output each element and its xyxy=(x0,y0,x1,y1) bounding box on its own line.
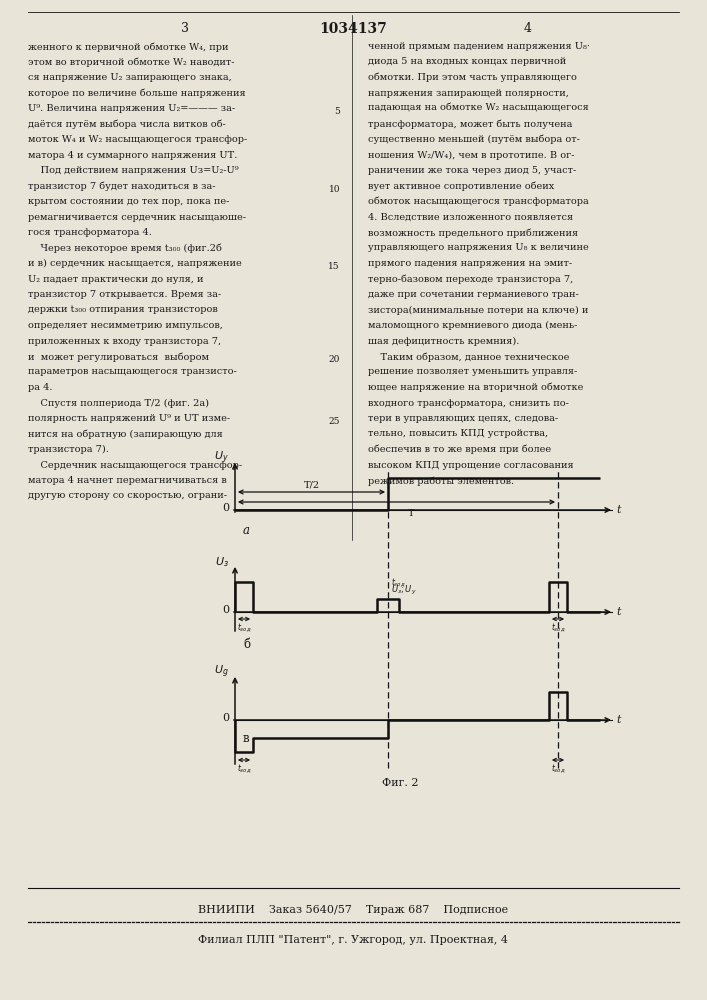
Text: 10: 10 xyxy=(329,185,340,194)
Text: T/2: T/2 xyxy=(303,480,320,489)
Text: $t_{зод}$: $t_{зод}$ xyxy=(237,762,251,775)
Text: определяет несимметрию импульсов,: определяет несимметрию импульсов, xyxy=(28,321,223,330)
Text: обмоток насыщающегося трансформатора: обмоток насыщающегося трансформатора xyxy=(368,197,589,207)
Text: трансформатора, может быть получена: трансформатора, может быть получена xyxy=(368,119,573,129)
Text: 1034137: 1034137 xyxy=(319,22,387,36)
Text: $t_{зод}$: $t_{зод}$ xyxy=(551,621,566,634)
Text: транзистора 7).: транзистора 7). xyxy=(28,445,109,454)
Text: другую сторону со скоростью, ограни-: другую сторону со скоростью, ограни- xyxy=(28,491,227,500)
Text: 4: 4 xyxy=(524,22,532,35)
Text: T: T xyxy=(408,509,415,518)
Text: t: t xyxy=(616,715,621,725)
Text: крытом состоянии до тех пор, пока пе-: крытом состоянии до тех пор, пока пе- xyxy=(28,197,229,206)
Text: ВНИИПИ    Заказ 5640/57    Тираж 687    Подписное: ВНИИПИ Заказ 5640/57 Тираж 687 Подписное xyxy=(198,905,508,915)
Text: падающая на обмотке W₂ насыщающегося: падающая на обмотке W₂ насыщающегося xyxy=(368,104,589,113)
Text: 3: 3 xyxy=(181,22,189,35)
Text: параметров насыщающегося транзисто-: параметров насыщающегося транзисто- xyxy=(28,367,237,376)
Text: Спустя полпериода T/2 (фиг. 2а): Спустя полпериода T/2 (фиг. 2а) xyxy=(28,398,209,408)
Text: даже при сочетании германиевого тран-: даже при сочетании германиевого тран- xyxy=(368,290,579,299)
Text: 25: 25 xyxy=(329,417,340,426)
Text: Под действием напряжения Uз=U₂-U⁹: Под действием напряжения Uз=U₂-U⁹ xyxy=(28,166,239,175)
Text: U⁹. Величина напряжения U₂=——— за-: U⁹. Величина напряжения U₂=——— за- xyxy=(28,104,235,113)
Text: a: a xyxy=(243,524,250,537)
Text: транзистор 7 будет находиться в за-: транзистор 7 будет находиться в за- xyxy=(28,182,216,191)
Text: $U_y$: $U_y$ xyxy=(214,450,229,466)
Text: t: t xyxy=(616,607,621,617)
Text: t: t xyxy=(616,505,621,515)
Text: $U_з; U_y$: $U_з; U_y$ xyxy=(391,584,416,597)
Text: гося трансформатора 4.: гося трансформатора 4. xyxy=(28,228,152,237)
Text: терно-базовом переходе транзистора 7,: терно-базовом переходе транзистора 7, xyxy=(368,274,573,284)
Text: $U_з$: $U_з$ xyxy=(215,555,229,569)
Text: 20: 20 xyxy=(329,355,340,364)
Text: транзистор 7 открывается. Время за-: транзистор 7 открывается. Время за- xyxy=(28,290,221,299)
Text: управляющего напряжения U₈ к величине: управляющего напряжения U₈ к величине xyxy=(368,243,589,252)
Text: моток W₄ и W₂ насыщающегося трансфор-: моток W₄ и W₂ насыщающегося трансфор- xyxy=(28,135,247,144)
Text: раничении же тока через диод 5, участ-: раничении же тока через диод 5, участ- xyxy=(368,166,576,175)
Text: приложенных к входу транзистора 7,: приложенных к входу транзистора 7, xyxy=(28,336,221,346)
Text: держки t₃₀₀ отпирания транзисторов: держки t₃₀₀ отпирания транзисторов xyxy=(28,306,218,314)
Text: и  может регулироваться  выбором: и может регулироваться выбором xyxy=(28,352,209,361)
Text: маломощного кремниевого диода (мень-: маломощного кремниевого диода (мень- xyxy=(368,321,578,330)
Text: Филиал ПЛП "Патент", г. Ужгород, ул. Проектная, 4: Филиал ПЛП "Патент", г. Ужгород, ул. Про… xyxy=(198,935,508,945)
Text: $t_{зод}$: $t_{зод}$ xyxy=(391,576,406,589)
Text: ремагничивается сердечник насыщаюше-: ремагничивается сердечник насыщаюше- xyxy=(28,213,246,222)
Text: Через некоторое время t₃₀₀ (фиг.2б: Через некоторое время t₃₀₀ (фиг.2б xyxy=(28,243,222,253)
Text: 0: 0 xyxy=(222,713,229,723)
Text: $U_g$: $U_g$ xyxy=(214,664,229,680)
Text: Фиг. 2: Фиг. 2 xyxy=(382,778,419,788)
Text: ченной прямым падением напряжения U₈·: ченной прямым падением напряжения U₈· xyxy=(368,42,590,51)
Text: ющее напряжение на вторичной обмотке: ющее напряжение на вторичной обмотке xyxy=(368,383,583,392)
Text: высоком КПД упрощение согласования: высоком КПД упрощение согласования xyxy=(368,460,573,470)
Text: нится на обратную (запирающую для: нится на обратную (запирающую для xyxy=(28,430,223,439)
Text: диода 5 на входных концах первичной: диода 5 на входных концах первичной xyxy=(368,57,566,66)
Text: матора 4 начнет перемагничиваться в: матора 4 начнет перемагничиваться в xyxy=(28,476,227,485)
Text: решение позволяет уменьшить управля-: решение позволяет уменьшить управля- xyxy=(368,367,577,376)
Text: напряжения запирающей полярности,: напряжения запирающей полярности, xyxy=(368,89,569,98)
Text: Таким образом, данное техническое: Таким образом, данное техническое xyxy=(368,352,569,361)
Text: $t_{зод}$: $t_{зод}$ xyxy=(551,762,566,775)
Text: в: в xyxy=(243,732,250,745)
Text: режимов работы элементов.: режимов работы элементов. xyxy=(368,476,514,486)
Text: вует активное сопротивление обеих: вует активное сопротивление обеих xyxy=(368,182,554,191)
Text: U₂ падает практически до нуля, и: U₂ падает практически до нуля, и xyxy=(28,274,204,284)
Text: ношения W₂/W₄), чем в прототипе. В ог-: ношения W₂/W₄), чем в прототипе. В ог- xyxy=(368,150,575,160)
Text: ра 4.: ра 4. xyxy=(28,383,52,392)
Text: 0: 0 xyxy=(222,503,229,513)
Text: женного к первичной обмотке W₄, при: женного к первичной обмотке W₄, при xyxy=(28,42,228,51)
Text: матора 4 и суммарного напряжения UΤ.: матора 4 и суммарного напряжения UΤ. xyxy=(28,150,238,159)
Text: ся напряжение U₂ запирающего знака,: ся напряжение U₂ запирающего знака, xyxy=(28,73,232,82)
Text: $t_{зод}$: $t_{зод}$ xyxy=(237,621,251,634)
Text: которое по величине больше напряжения: которое по величине больше напряжения xyxy=(28,89,245,98)
Text: полярность напряжений U⁹ и UΤ изме-: полярность напряжений U⁹ и UΤ изме- xyxy=(28,414,230,423)
Text: обмотки. При этом часть управляющего: обмотки. При этом часть управляющего xyxy=(368,73,577,83)
Text: зистора(минимальные потери на ключе) и: зистора(минимальные потери на ключе) и xyxy=(368,306,588,315)
Text: возможность предельного приближения: возможность предельного приближения xyxy=(368,228,578,237)
Text: шая дефицитность кремния).: шая дефицитность кремния). xyxy=(368,336,520,346)
Text: существенно меньшей (путём выбора от-: существенно меньшей (путём выбора от- xyxy=(368,135,580,144)
Text: 5: 5 xyxy=(334,107,340,116)
Text: даётся путём выбора числа витков об-: даётся путём выбора числа витков об- xyxy=(28,119,226,129)
Text: б: б xyxy=(243,638,250,651)
Text: этом во вторичной обмотке W₂ наводит-: этом во вторичной обмотке W₂ наводит- xyxy=(28,57,235,67)
Text: 15: 15 xyxy=(328,262,340,271)
Text: Сердечник насыщающегося трансфор-: Сердечник насыщающегося трансфор- xyxy=(28,460,242,470)
Text: тельно, повысить КПД устройства,: тельно, повысить КПД устройства, xyxy=(368,430,548,438)
Text: 4. Вследствие изложенного появляется: 4. Вследствие изложенного появляется xyxy=(368,213,573,222)
Text: прямого падения напряжения на эмит-: прямого падения напряжения на эмит- xyxy=(368,259,572,268)
Text: и в) сердечник насыщается, напряжение: и в) сердечник насыщается, напряжение xyxy=(28,259,242,268)
Text: 0: 0 xyxy=(222,605,229,615)
Text: обеспечив в то же время при более: обеспечив в то же время при более xyxy=(368,445,551,454)
Text: тери в управляющих цепях, следова-: тери в управляющих цепях, следова- xyxy=(368,414,558,423)
Text: входного трансформатора, снизить по-: входного трансформатора, снизить по- xyxy=(368,398,569,408)
